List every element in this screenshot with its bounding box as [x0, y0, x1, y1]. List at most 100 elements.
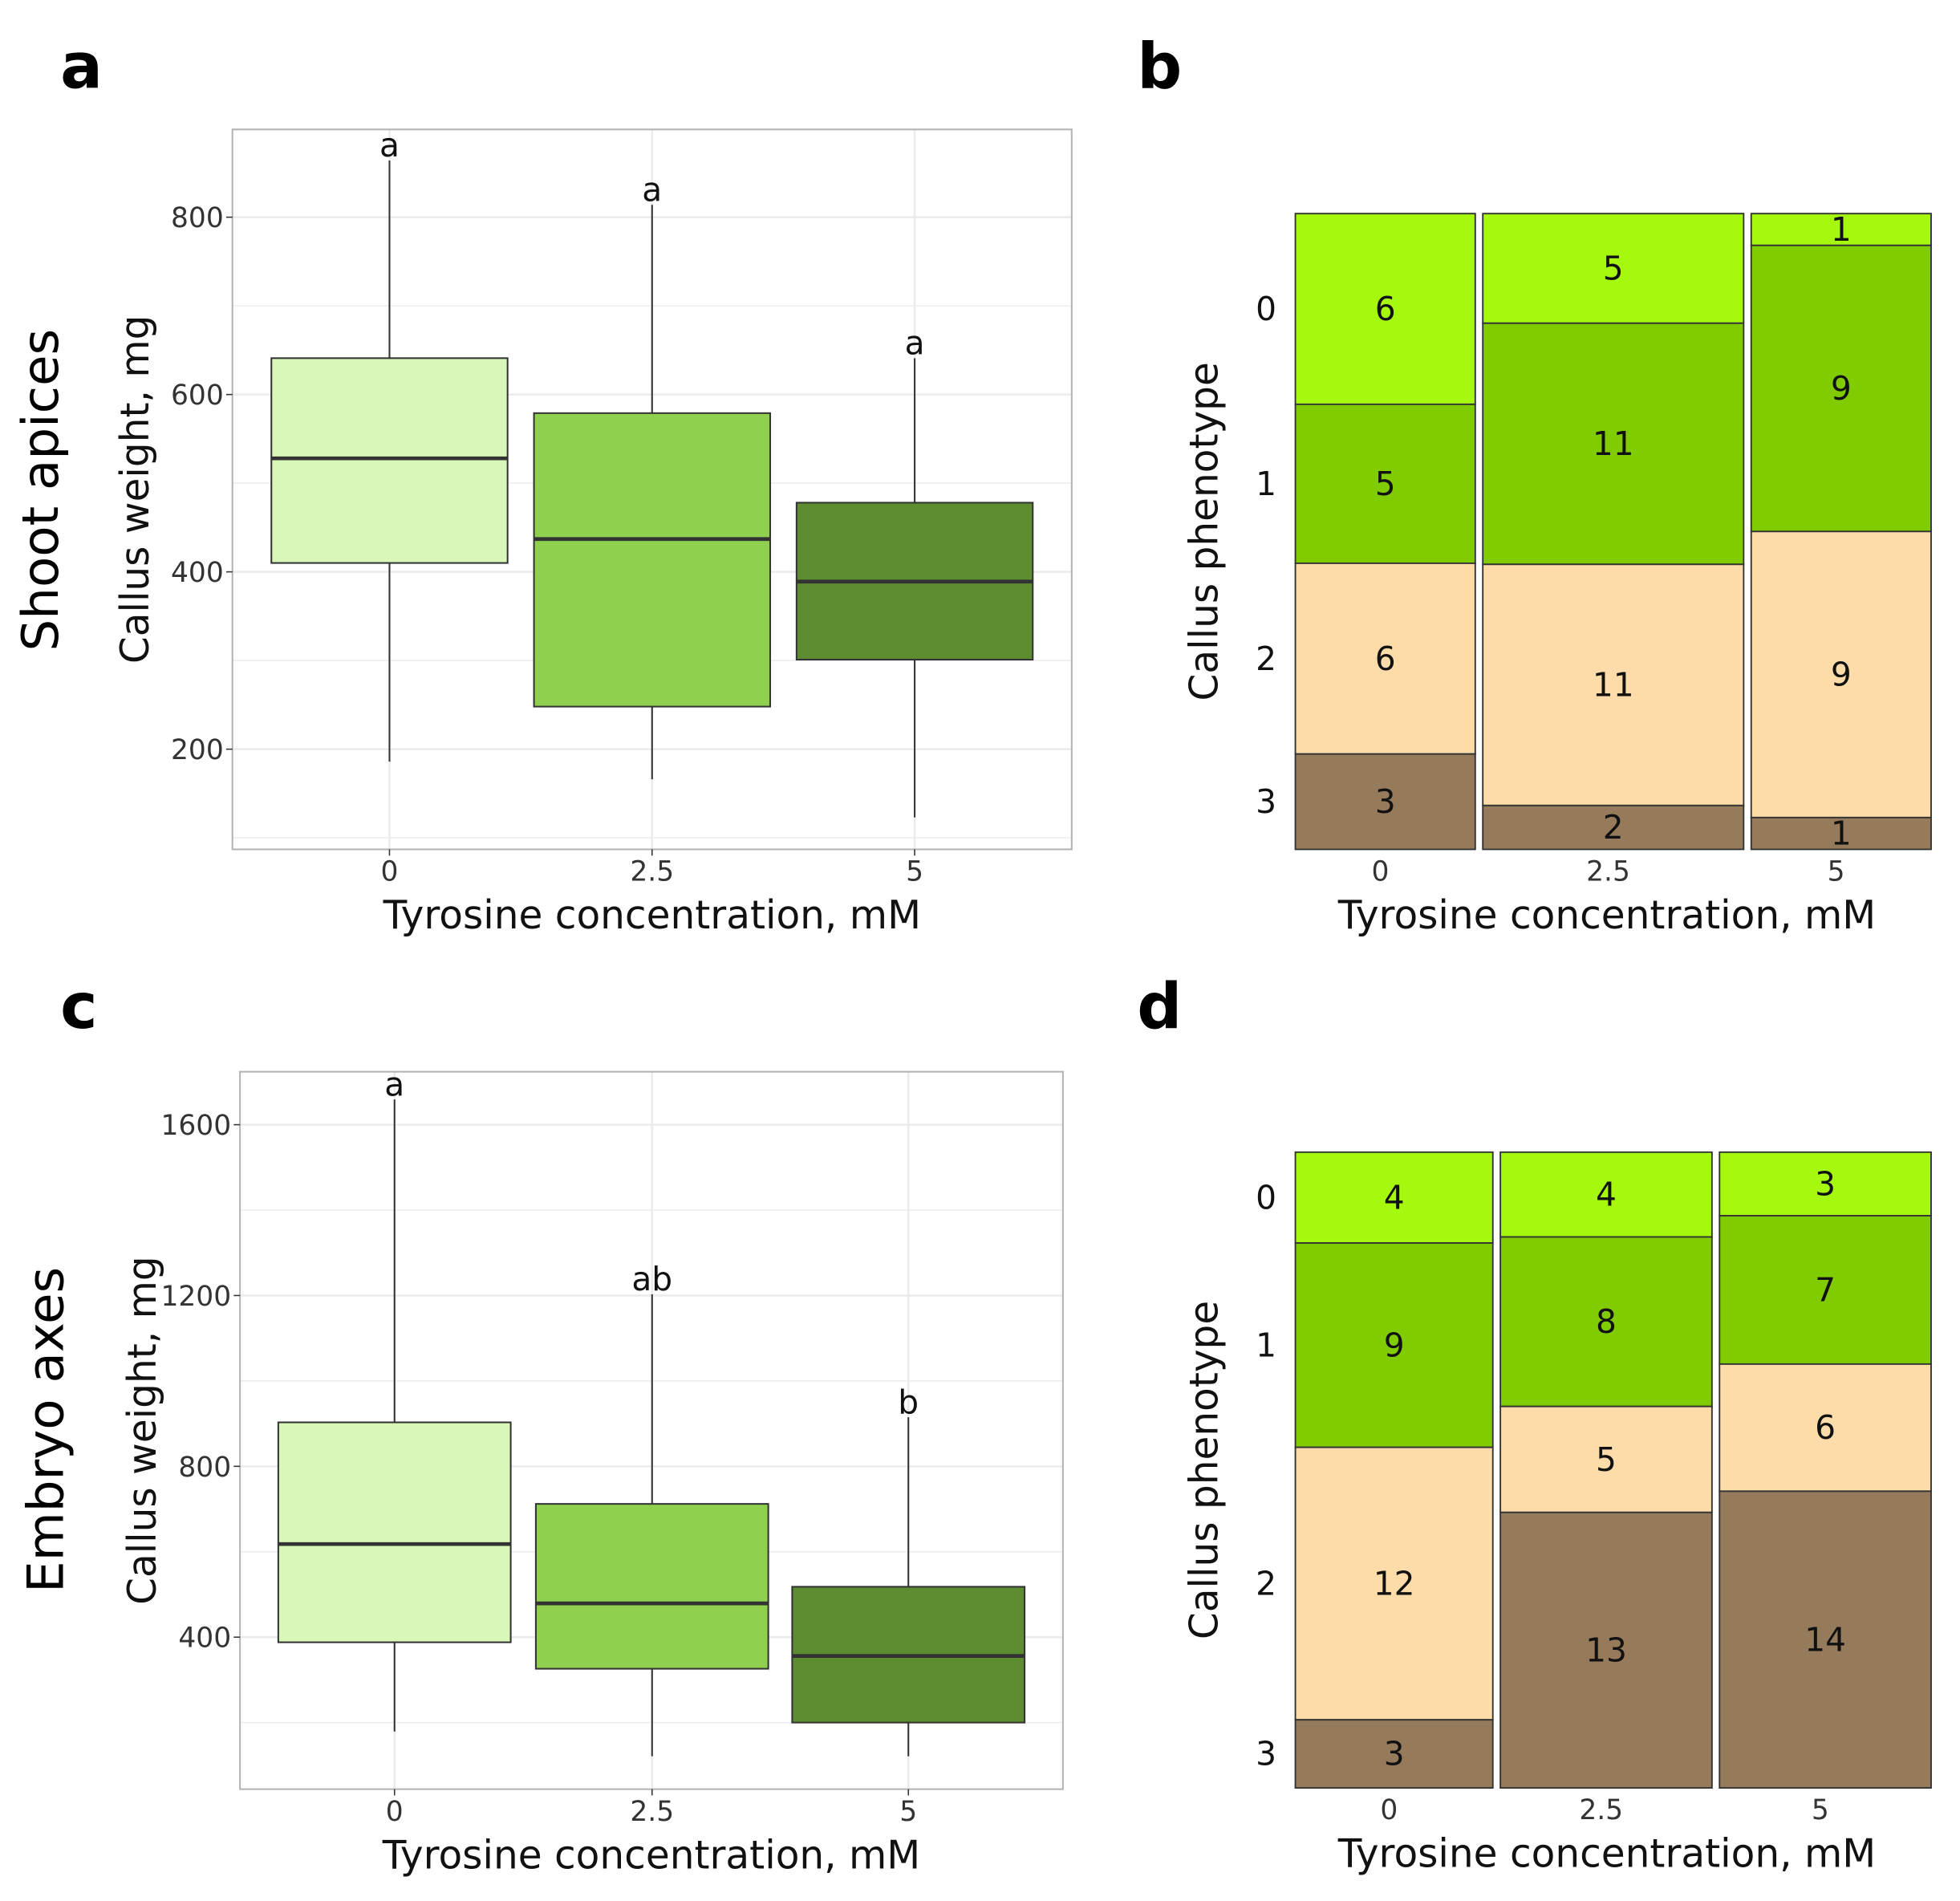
y-tick-label: 1200: [160, 1281, 231, 1313]
tile-count: 2: [1603, 808, 1624, 847]
box-5: b: [791, 1383, 1026, 1757]
x-axis-title: Tyrosine concentration, mM: [383, 893, 921, 938]
tile-count: 4: [1384, 1178, 1405, 1217]
tile-count: 14: [1804, 1620, 1846, 1659]
x-tick-label: 5: [899, 1796, 917, 1828]
mosaic-tile-phenotype-0: [1719, 1151, 1932, 1217]
tile-count: 12: [1374, 1565, 1415, 1603]
tile-count: 4: [1596, 1176, 1617, 1214]
y-tick-label: 3: [1256, 782, 1276, 821]
mosaic-column-2.5: 5 11 11 2: [1482, 213, 1745, 851]
panel-a-boxplot: a a a 200 400 600 800 0 2.5 5 Tyrosine concentrati…: [113, 126, 1073, 938]
box-5: a: [795, 324, 1034, 818]
mosaic-tile-phenotype-1: [1294, 1242, 1494, 1448]
mosaic-tile-phenotype-3: [1719, 1490, 1932, 1789]
significance-letter: a: [905, 324, 925, 363]
panel-letter-a: a: [60, 30, 103, 104]
y-tick-label: 200: [171, 734, 224, 766]
tile-count: 7: [1815, 1271, 1836, 1310]
box-iqr: [277, 1421, 512, 1643]
panel-letter-c: c: [60, 970, 97, 1043]
tile-count: 9: [1831, 656, 1852, 694]
x-tick-label: 5: [1828, 856, 1845, 888]
mosaic-column-0: 6 5 6 3: [1294, 213, 1476, 851]
tile-count: 3: [1815, 1165, 1836, 1204]
y-tick-label: 1600: [160, 1110, 231, 1142]
box-iqr: [270, 357, 509, 564]
panel-letter-d: d: [1137, 970, 1182, 1043]
box-2.5: a: [533, 170, 771, 780]
significance-letter: b: [898, 1383, 919, 1421]
x-axis-title: Tyrosine concentration, mM: [1337, 1832, 1876, 1877]
box-iqr: [534, 1503, 769, 1670]
x-axis-title: Tyrosine concentration, mM: [1337, 893, 1876, 938]
y-tick-label: 400: [178, 1623, 231, 1655]
tile-count: 11: [1593, 666, 1634, 705]
y-tick-label: 2: [1256, 1565, 1276, 1603]
y-axis-title: Callus phenotype: [1182, 362, 1227, 701]
mosaic-column-0: 4 9 12 3: [1294, 1151, 1494, 1789]
y-tick-label: 1: [1256, 465, 1276, 503]
mosaic-tile-phenotype-0: [1294, 1151, 1494, 1244]
box-0: a: [270, 126, 509, 762]
mosaic-tile-phenotype-3: [1499, 1511, 1713, 1789]
tile-count: 11: [1593, 424, 1634, 463]
tile-count: 5: [1375, 465, 1396, 503]
mosaic-tile-phenotype-1: [1482, 322, 1745, 566]
x-tick-label: 0: [381, 856, 399, 888]
mosaic-tile-phenotype-1: [1499, 1236, 1713, 1407]
mosaic-tile-phenotype-3: [1294, 753, 1476, 851]
x-tick-label: 0: [386, 1796, 404, 1828]
tile-count: 1: [1831, 210, 1852, 249]
y-axis-title: Callus weight, mg: [120, 1256, 165, 1605]
panel-c-boxplot: a ab b 400 800 1200 1600 0 2.5 5 Tyrosine concentr…: [120, 1065, 1064, 1878]
mosaic-column-5: 3 7 6 14: [1719, 1151, 1932, 1789]
mosaic-tile-phenotype-0: [1294, 213, 1476, 405]
box-0: a: [277, 1065, 512, 1732]
mosaic-tile-phenotype-2: [1294, 562, 1476, 755]
y-tick-label: 600: [171, 380, 224, 412]
y-tick-label: 1: [1256, 1326, 1276, 1364]
mosaic-tile-phenotype-1: [1294, 403, 1476, 564]
mosaic-tile-phenotype-2: [1499, 1405, 1713, 1513]
y-tick-label: 400: [171, 557, 224, 589]
y-axis-title: Callus weight, mg: [113, 315, 158, 664]
significance-letter: a: [642, 170, 662, 209]
tile-count: 8: [1596, 1302, 1617, 1341]
mosaic-tile-phenotype-3: [1750, 816, 1932, 851]
y-tick-label: 800: [171, 202, 224, 234]
tile-count: 13: [1585, 1631, 1627, 1670]
mosaic-tile-phenotype-3: [1482, 804, 1745, 851]
panel-letter-b: b: [1137, 30, 1182, 104]
tile-count: 9: [1831, 369, 1852, 408]
significance-letter: ab: [631, 1260, 672, 1298]
x-tick-label: 0: [1371, 856, 1389, 888]
tile-count: 6: [1815, 1408, 1836, 1447]
box-iqr: [533, 412, 771, 708]
tile-count: 6: [1375, 640, 1396, 678]
x-tick-label: 5: [906, 856, 923, 888]
x-tick-label: 2.5: [1579, 1794, 1623, 1826]
row-label-embryo-axes: Embryo axes: [16, 1267, 75, 1593]
tile-count: 3: [1384, 1735, 1405, 1773]
x-axis-title: Tyrosine concentration, mM: [382, 1833, 920, 1878]
tile-count: 9: [1384, 1326, 1405, 1364]
tile-count: 6: [1375, 290, 1396, 328]
x-tick-label: 5: [1812, 1794, 1829, 1826]
tile-count: 5: [1596, 1440, 1617, 1479]
box-2.5: ab: [534, 1260, 769, 1757]
tile-count: 1: [1831, 814, 1852, 853]
mosaic-column-2.5: 4 8 5 13: [1499, 1151, 1713, 1789]
y-axis-title: Callus phenotype: [1182, 1301, 1227, 1639]
tile-count: 5: [1603, 250, 1624, 288]
mosaic-tile-phenotype-2: [1719, 1363, 1932, 1493]
row-label-shoot-apices: Shoot apices: [11, 329, 70, 652]
y-tick-label: 3: [1256, 1735, 1276, 1773]
tile-count: 3: [1375, 782, 1396, 821]
mosaic-tile-phenotype-2: [1294, 1446, 1494, 1721]
x-tick-label: 2.5: [630, 856, 674, 888]
